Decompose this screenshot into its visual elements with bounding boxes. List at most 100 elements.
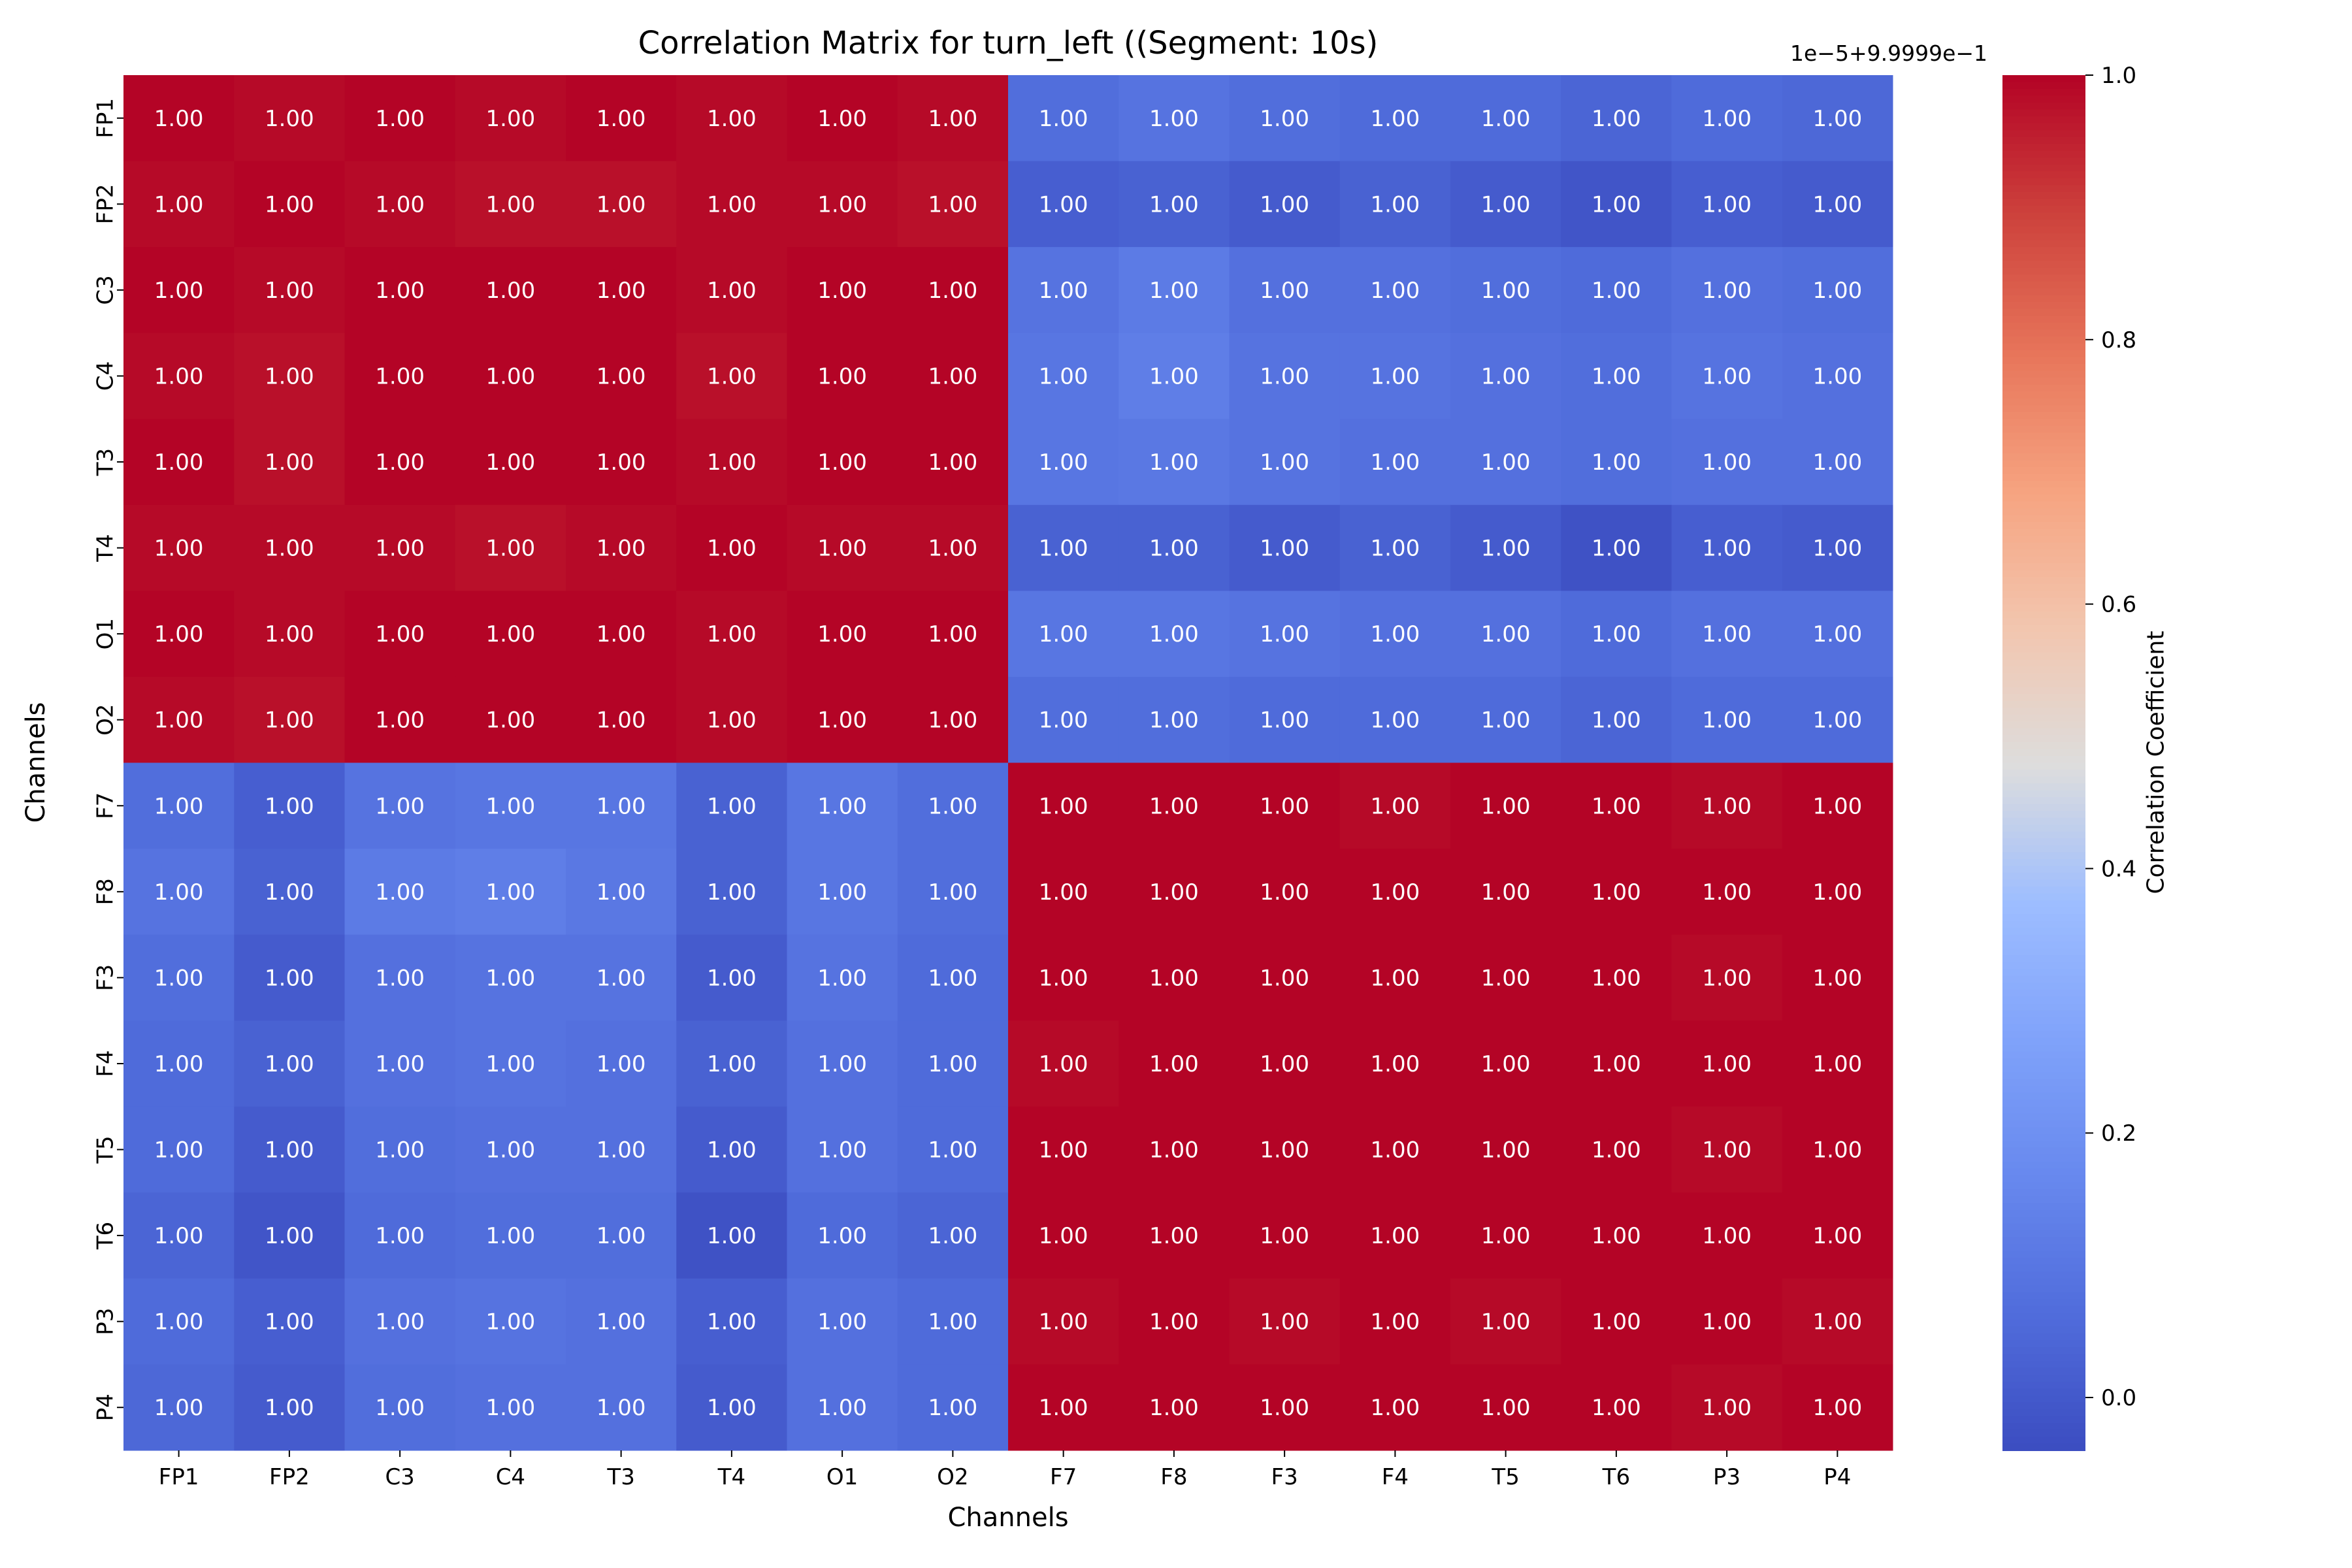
cell-annotation: 1.00 bbox=[1260, 1223, 1309, 1249]
cell-annotation: 1.00 bbox=[1149, 965, 1199, 991]
colorbar-gradient-segment bbox=[2002, 1250, 2085, 1259]
colorbar-gradient-segment bbox=[2002, 261, 2085, 269]
colorbar-gradient-segment bbox=[2002, 770, 2085, 777]
heatmap-cell bbox=[1008, 676, 1119, 763]
heatmap-cell bbox=[787, 849, 898, 936]
colorbar-gradient-segment bbox=[2002, 1051, 2085, 1060]
colorbar-gradient-segment bbox=[2002, 487, 2085, 496]
colorbar-gradient-segment bbox=[2002, 804, 2085, 812]
heatmap-cell bbox=[1119, 1021, 1230, 1107]
cell-annotation: 1.00 bbox=[1702, 1223, 1752, 1249]
heatmap-cell bbox=[1782, 849, 1893, 936]
colorbar-gradient-segment bbox=[2002, 1402, 2085, 1410]
colorbar-gradient-segment bbox=[2002, 666, 2085, 674]
cell-annotation: 1.00 bbox=[1371, 1309, 1420, 1335]
cell-annotation: 1.00 bbox=[1592, 1051, 1641, 1077]
cell-annotation: 1.00 bbox=[265, 106, 314, 132]
cell-annotation: 1.00 bbox=[1702, 1137, 1752, 1164]
heatmap-cell bbox=[787, 75, 898, 162]
heatmap-cell bbox=[455, 1021, 566, 1107]
cell-annotation: 1.00 bbox=[1813, 1395, 1863, 1421]
cell-annotation: 1.00 bbox=[1813, 621, 1863, 647]
heatmap-cell bbox=[676, 934, 787, 1021]
colorbar-gradient-segment bbox=[2002, 858, 2085, 867]
heatmap-cell bbox=[787, 247, 898, 334]
colorbar-gradient-segment bbox=[2002, 226, 2085, 235]
heatmap-cell bbox=[344, 1021, 456, 1107]
heatmap-cell bbox=[1561, 591, 1672, 678]
colorbar-gradient-segment bbox=[2002, 364, 2085, 372]
heatmap-cell bbox=[1229, 75, 1341, 162]
cell-annotation: 1.00 bbox=[928, 708, 978, 734]
heatmap-cell bbox=[897, 419, 1009, 506]
cell-annotation: 1.00 bbox=[154, 708, 204, 734]
heatmap-cell bbox=[676, 333, 787, 419]
heatmap-cell bbox=[1339, 1364, 1451, 1451]
cell-annotation: 1.00 bbox=[1039, 106, 1088, 132]
cell-annotation: 1.00 bbox=[1149, 363, 1199, 389]
heatmap-cell bbox=[787, 419, 898, 506]
heatmap-cell bbox=[566, 75, 677, 162]
cell-annotation: 1.00 bbox=[486, 449, 536, 476]
colorbar-gradient-segment bbox=[2002, 322, 2085, 331]
cell-annotation: 1.00 bbox=[1371, 278, 1420, 304]
heatmap-cell bbox=[676, 161, 787, 248]
colorbar-gradient-segment bbox=[2002, 536, 2085, 544]
cell-annotation: 1.00 bbox=[928, 1309, 978, 1335]
heatmap-cell bbox=[1782, 1192, 1893, 1279]
heatmap-cell bbox=[1450, 1021, 1561, 1107]
heatmap-cell bbox=[1008, 1278, 1119, 1365]
cell-annotation: 1.00 bbox=[596, 449, 646, 476]
colorbar-gradient-segment bbox=[2002, 495, 2085, 502]
cell-annotation: 1.00 bbox=[1371, 363, 1420, 389]
colorbar-gradient-segment bbox=[2002, 1285, 2085, 1293]
heatmap-cell bbox=[234, 247, 345, 334]
colorbar-gradient-segment bbox=[2002, 378, 2085, 385]
cell-annotation: 1.00 bbox=[596, 1309, 646, 1335]
cell-annotation: 1.00 bbox=[154, 621, 204, 647]
heatmap-cell bbox=[1671, 333, 1783, 419]
cell-annotation: 1.00 bbox=[817, 1223, 867, 1249]
cell-annotation: 1.00 bbox=[1039, 708, 1088, 734]
heatmap-cell bbox=[1008, 591, 1119, 678]
colorbar-gradient-segment bbox=[2002, 1106, 2085, 1115]
cell-annotation: 1.00 bbox=[486, 363, 536, 389]
heatmap-cell bbox=[123, 161, 235, 248]
cell-annotation: 1.00 bbox=[486, 1309, 536, 1335]
colorbar-gradient-segment bbox=[2002, 583, 2085, 592]
cell-annotation: 1.00 bbox=[596, 1395, 646, 1421]
colorbar-gradient-segment bbox=[2002, 721, 2085, 729]
colorbar-gradient-segment bbox=[2002, 1237, 2085, 1245]
cell-annotation: 1.00 bbox=[1260, 1395, 1309, 1421]
cell-annotation: 1.00 bbox=[817, 536, 867, 562]
heatmap-cell bbox=[1561, 247, 1672, 334]
cell-annotation: 1.00 bbox=[928, 536, 978, 562]
heatmap-cell bbox=[787, 161, 898, 248]
colorbar-gradient-segment bbox=[2002, 205, 2085, 214]
colorbar-gradient-segment bbox=[2002, 708, 2085, 715]
cell-annotation: 1.00 bbox=[817, 1051, 867, 1077]
colorbar-gradient-segment bbox=[2002, 439, 2085, 448]
heatmap-cell bbox=[1450, 75, 1561, 162]
heatmap-cell bbox=[234, 762, 345, 849]
cell-annotation: 1.00 bbox=[1702, 278, 1752, 304]
cell-annotation: 1.00 bbox=[707, 1137, 757, 1164]
cell-annotation: 1.00 bbox=[1702, 1309, 1752, 1335]
colorbar-gradient-segment bbox=[2002, 1258, 2085, 1266]
cell-annotation: 1.00 bbox=[928, 1137, 978, 1164]
heatmap-cell bbox=[234, 591, 345, 678]
heatmap-cell bbox=[676, 762, 787, 849]
colorbar-gradient-segment bbox=[2002, 1209, 2085, 1218]
cell-annotation: 1.00 bbox=[1039, 1137, 1088, 1164]
colorbar-gradient-segment bbox=[2002, 433, 2085, 440]
colorbar-gradient-segment bbox=[2002, 247, 2085, 255]
y-tick-label: F3 bbox=[93, 964, 119, 991]
colorbar-gradient-segment bbox=[2002, 955, 2085, 963]
colorbar-gradient-segment bbox=[2002, 1154, 2085, 1162]
colorbar-gradient-segment bbox=[2002, 171, 2085, 179]
cell-annotation: 1.00 bbox=[596, 1137, 646, 1164]
x-tick-label: T6 bbox=[1602, 1464, 1630, 1490]
heatmap-cell bbox=[1782, 1278, 1893, 1365]
cell-annotation: 1.00 bbox=[1260, 965, 1309, 991]
colorbar-gradient-segment bbox=[2002, 1305, 2085, 1314]
